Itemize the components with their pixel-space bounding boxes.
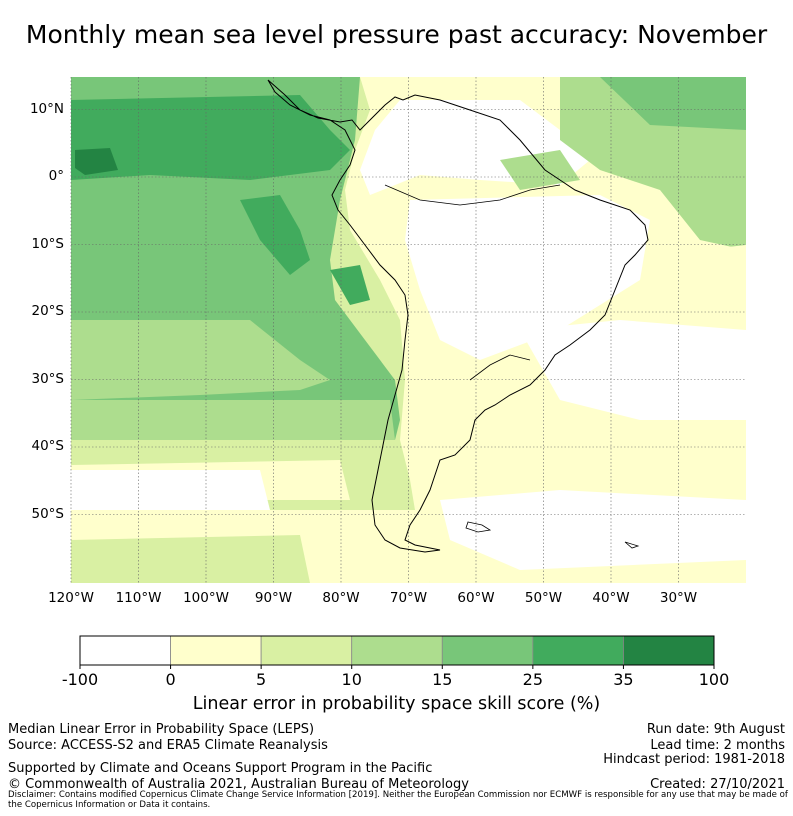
lon-label: 50°W — [524, 590, 563, 606]
falkland-islands — [465, 521, 492, 533]
south-georgia — [624, 541, 640, 549]
skill-region-peak — [75, 148, 118, 175]
footer-hindcast: Hindcast period: 1981-2018 — [603, 752, 785, 767]
colorbar-frame — [79, 635, 715, 666]
colorbar-tick-label: 35 — [613, 670, 634, 689]
footer-supported: Supported by Climate and Oceans Support … — [8, 761, 433, 776]
skill-region-pacific-east — [240, 195, 310, 275]
skill-region-atlantic-east — [700, 245, 746, 300]
lon-label: 90°W — [254, 590, 293, 606]
skill-region-southern-band — [71, 400, 395, 440]
skill-region-chile-coast — [330, 265, 370, 305]
lat-label: 10°N — [29, 100, 64, 117]
colorbar-segment — [260, 635, 353, 666]
lon-label: 70°W — [389, 590, 428, 606]
colorbar-segment — [623, 635, 715, 666]
skill-region-polar — [71, 535, 310, 583]
lon-label: 120°W — [48, 590, 94, 606]
colorbar-tick-label: 5 — [256, 670, 267, 689]
lon-label: 60°W — [457, 590, 495, 606]
colorbar-segment — [532, 635, 624, 666]
colorbar-tick-label: 15 — [432, 670, 453, 689]
footer-run-date: Run date: 9th August — [646, 722, 785, 737]
colorbar-tick-label: 10 — [341, 670, 362, 689]
colorbar-tick-label: 0 — [165, 670, 176, 689]
lat-label: 10°S — [31, 235, 65, 252]
gridlines — [70, 77, 746, 583]
skill-region-atlantic-low — [520, 320, 746, 420]
colorbar — [79, 635, 715, 669]
skill-region-south-pacific — [71, 320, 330, 400]
lat-label: 30°S — [31, 370, 65, 387]
lat-label: 20°S — [31, 303, 65, 319]
colorbar-tick-label: -100 — [61, 670, 99, 689]
lat-label: 40°S — [31, 438, 65, 454]
lon-label: 110°W — [115, 590, 162, 606]
map-title: Monthly mean sea level pressure past acc… — [25, 20, 768, 49]
colorbar-tick-label: 25 — [522, 670, 544, 689]
lat-label: 50°S — [31, 505, 65, 522]
footer-created: Created: 27/10/2021 — [650, 777, 785, 792]
footer-disclaimer: Disclaimer: Contains modified Copernicus… — [8, 790, 788, 810]
footer-leps: Median Linear Error in Probability Space… — [8, 722, 315, 737]
colorbar-tick-label: 100 — [698, 670, 730, 689]
skill-region-atlantic-south-low — [440, 490, 746, 570]
footer-copyright: © Commonwealth of Australia 2021, Austra… — [8, 777, 469, 792]
colorbar-segment — [441, 635, 534, 666]
lon-label: 80°W — [322, 590, 360, 606]
colorbar-segment — [351, 635, 443, 666]
lon-label: 100°W — [183, 590, 229, 606]
colorbar-segment — [79, 635, 171, 666]
south-america-outline — [267, 79, 649, 553]
coastline — [267, 79, 649, 553]
colorbar-title: Linear error in probability space skill … — [192, 694, 601, 714]
footer-lead-time: Lead time: 2 months — [650, 738, 785, 753]
colorbar-segment — [170, 635, 262, 666]
lon-label: 30°W — [659, 590, 698, 606]
skill-region-low-skill-south — [71, 470, 270, 510]
amazon-river — [384, 184, 561, 206]
parana-river — [469, 354, 531, 381]
lon-label: 40°W — [592, 590, 630, 606]
skill-region-caribbean — [600, 77, 746, 130]
skill-region-equatorial-pacific — [71, 95, 350, 180]
skill-region-brazil-low — [405, 195, 650, 360]
footer-source: Source: ACCESS-S2 and ERA5 Climate Reana… — [8, 738, 328, 753]
lat-label: 0° — [48, 168, 64, 184]
